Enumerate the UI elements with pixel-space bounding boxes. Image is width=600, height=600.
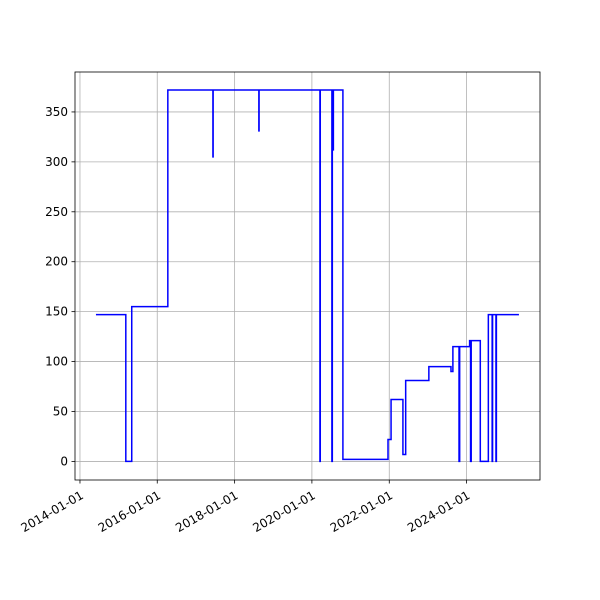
line [95, 89, 519, 463]
plot-frame [74, 71, 541, 481]
x-tick-label: 2018-01-01 [173, 488, 240, 535]
y-tick-label: 0 [60, 454, 68, 468]
y-tick-label: 100 [45, 355, 68, 369]
y-tick-label: 50 [53, 405, 68, 419]
y-tick-label: 250 [45, 205, 68, 219]
y-tick-label: 150 [45, 305, 68, 319]
y-tick-label: 200 [45, 255, 68, 269]
x-tick-label: 2020-01-01 [250, 488, 317, 535]
y-tick-label: 300 [45, 155, 68, 169]
x-tick-label: 2024-01-01 [405, 488, 472, 535]
x-tick-label: 2022-01-01 [328, 488, 395, 535]
x-tick-label: 2016-01-01 [96, 488, 163, 535]
x-tick-label: 2014-01-01 [18, 488, 85, 535]
y-tick-label: 350 [45, 105, 68, 119]
